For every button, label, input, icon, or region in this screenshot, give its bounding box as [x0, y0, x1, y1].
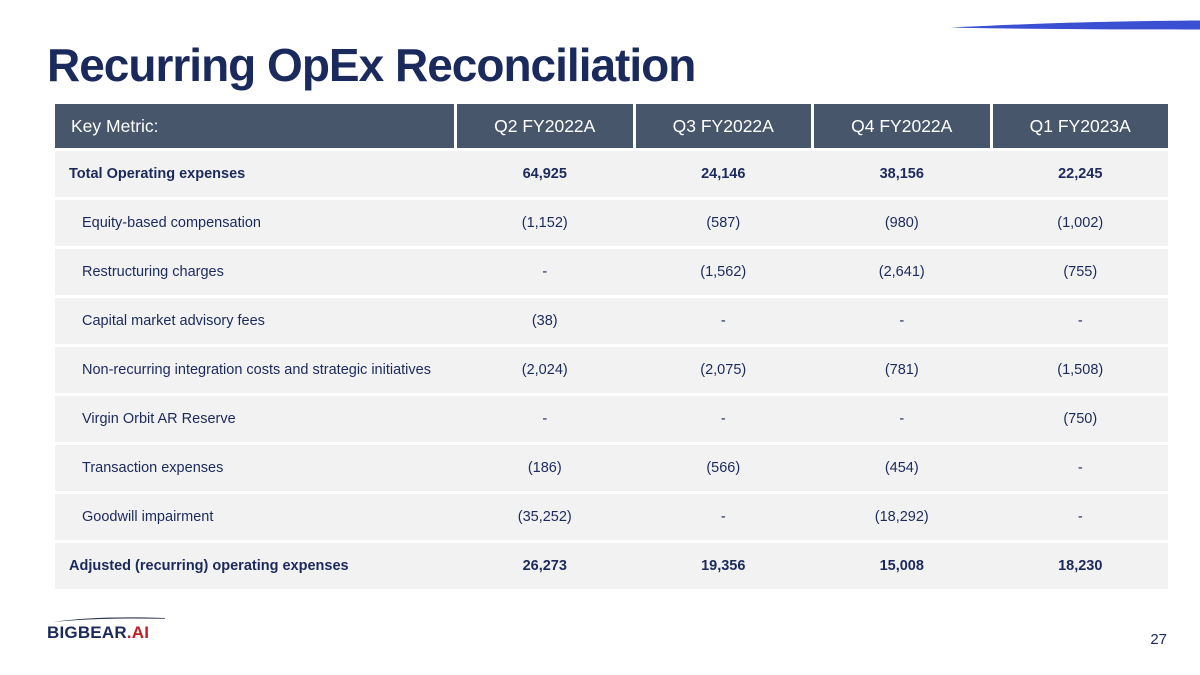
table-row: Adjusted (recurring) operating expenses …: [55, 543, 1168, 589]
page-number: 27: [1150, 631, 1167, 648]
row-value: (587): [706, 215, 741, 231]
row-value: 24,146: [701, 166, 746, 182]
row-label: Goodwill impairment: [82, 509, 214, 525]
row-value: -: [720, 509, 726, 525]
row-value: -: [899, 411, 905, 427]
row-label: Adjusted (recurring) operating expenses: [69, 558, 349, 574]
row-label: Transaction expenses: [82, 460, 224, 476]
column-header-q4-fy2022a: Q4 FY2022A: [814, 104, 990, 148]
table-row: Virgin Orbit AR Reserve - - - (750): [55, 396, 1168, 442]
row-value: -: [720, 411, 726, 427]
row-value: 22,245: [1058, 166, 1103, 182]
column-header-key-metric: Key Metric:: [55, 104, 454, 148]
logo-wordmark: BIGBEAR.AI: [47, 624, 177, 641]
row-label: Virgin Orbit AR Reserve: [82, 411, 236, 427]
logo-text-ai: .AI: [126, 623, 150, 642]
logo-swoosh-icon: [53, 617, 165, 622]
row-value: (2,075): [700, 362, 747, 378]
row-value: (186): [527, 460, 562, 476]
row-value: (38): [531, 313, 558, 329]
row-value: 64,925: [522, 166, 567, 182]
row-value: (980): [884, 215, 919, 231]
row-label: Restructuring charges: [82, 264, 224, 280]
row-value: (2,024): [521, 362, 568, 378]
row-value: 18,230: [1058, 558, 1103, 574]
row-value: (755): [1063, 264, 1098, 280]
row-value: 26,273: [522, 558, 567, 574]
page-title: Recurring OpEx Reconciliation: [47, 39, 696, 91]
row-label: Non-recurring integration costs and stra…: [82, 362, 431, 378]
column-header-q1-fy2023a: Q1 FY2023A: [992, 104, 1168, 148]
table-row: Non-recurring integration costs and stra…: [55, 347, 1168, 393]
table-header-row: Key Metric: Q2 FY2022A Q3 FY2022A Q4 FY2…: [55, 104, 1168, 148]
row-label: Capital market advisory fees: [82, 313, 265, 329]
table-row: Restructuring charges - (1,562) (2,641) …: [55, 249, 1168, 295]
column-header-q2-fy2022a: Q2 FY2022A: [457, 104, 633, 148]
row-value: (1,152): [521, 215, 568, 231]
row-value: -: [1077, 509, 1083, 525]
row-value: -: [542, 264, 548, 280]
row-value: -: [1077, 460, 1083, 476]
logo-text-bigbear: BIGBEAR: [47, 623, 127, 642]
row-value: -: [899, 313, 905, 329]
row-label: Total Operating expenses: [69, 166, 246, 182]
row-value: -: [1077, 313, 1083, 329]
table-row: Capital market advisory fees (38) - - -: [55, 298, 1168, 344]
row-value: (2,641): [878, 264, 925, 280]
row-value: (1,508): [1057, 362, 1104, 378]
row-value: 19,356: [701, 558, 746, 574]
column-header-q3-fy2022a: Q3 FY2022A: [635, 104, 811, 148]
row-value: (781): [884, 362, 919, 378]
row-value: (35,252): [517, 509, 572, 525]
table-row: Total Operating expenses 64,925 24,146 3…: [55, 151, 1168, 197]
row-value: (750): [1063, 411, 1098, 427]
row-value: -: [542, 411, 548, 427]
row-value: 38,156: [879, 166, 924, 182]
row-value: (566): [706, 460, 741, 476]
opex-reconciliation-table: Key Metric: Q2 FY2022A Q3 FY2022A Q4 FY2…: [55, 104, 1168, 589]
row-value: (18,292): [874, 509, 929, 525]
table-row: Goodwill impairment (35,252) - (18,292) …: [55, 494, 1168, 540]
accent-swoosh-icon: [950, 20, 1200, 30]
row-value: (1,002): [1057, 215, 1104, 231]
table-row: Equity-based compensation (1,152) (587) …: [55, 200, 1168, 246]
row-value: 15,008: [879, 558, 924, 574]
row-value: (454): [884, 460, 919, 476]
row-value: (1,562): [700, 264, 747, 280]
row-label: Equity-based compensation: [82, 215, 261, 231]
table-row: Transaction expenses (186) (566) (454) -: [55, 445, 1168, 491]
row-value: -: [720, 313, 726, 329]
bigbear-ai-logo: BIGBEAR.AI: [47, 616, 177, 641]
